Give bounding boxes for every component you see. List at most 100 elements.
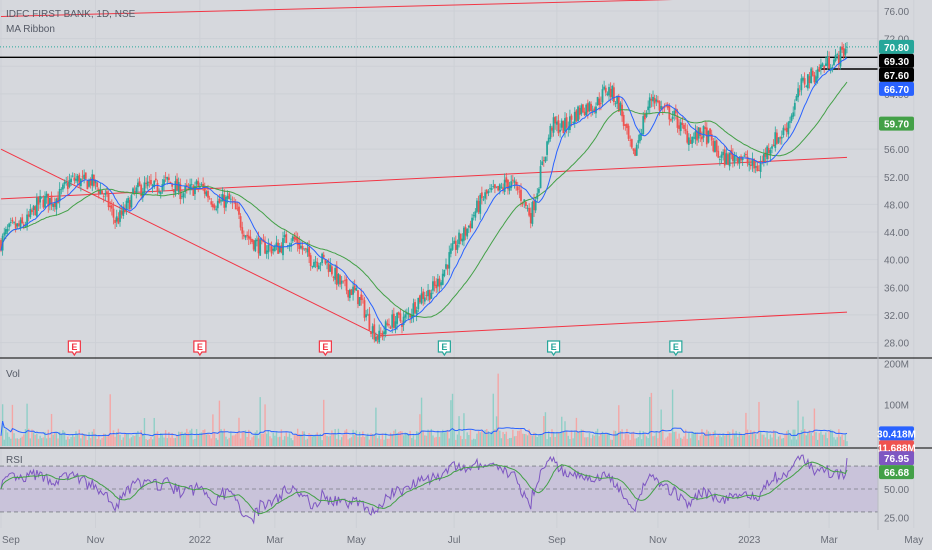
volume-bar — [104, 433, 107, 446]
volume-bar — [67, 436, 69, 446]
volume-bar — [600, 433, 602, 446]
candle-body — [8, 223, 11, 228]
volume-bar — [704, 432, 706, 446]
candle-body — [376, 335, 379, 340]
earnings-marker-negative[interactable]: E — [67, 340, 81, 357]
volume-bar — [19, 437, 22, 446]
ma-ribbon — [0, 57, 848, 332]
candle-body — [29, 209, 32, 218]
volume-bar — [94, 433, 97, 446]
candle-body — [347, 290, 350, 298]
candle-body — [433, 281, 436, 286]
candle-body — [652, 96, 654, 102]
trend-line-falling-line[interactable] — [0, 148, 380, 337]
candle-body — [122, 206, 125, 216]
volume-bar — [80, 438, 82, 446]
volume-bar — [68, 439, 71, 446]
candle-body — [767, 148, 770, 154]
volume-bar — [433, 437, 436, 446]
earnings-badge[interactable] — [193, 340, 207, 357]
candle-body — [655, 99, 658, 102]
symbol-title[interactable]: IDFC FIRST BANK, 1D, NSE — [6, 9, 136, 20]
volume-bar — [13, 433, 15, 446]
volume-bar — [70, 436, 72, 446]
candle-body — [551, 127, 553, 131]
volume-bar — [445, 430, 447, 446]
candle-body — [229, 198, 232, 200]
volume-bar — [99, 439, 102, 446]
candle-body — [518, 191, 521, 193]
candle-body — [0, 240, 2, 251]
earnings-badge[interactable] — [67, 340, 81, 357]
volume-bar — [787, 429, 790, 446]
candle-body — [65, 181, 68, 183]
volume-bar — [125, 433, 128, 446]
volume-bar — [60, 433, 63, 446]
candle-body — [35, 197, 38, 217]
candle-body — [220, 200, 222, 202]
volume-bar — [360, 437, 362, 446]
time-scale[interactable]: Sep Nov 2022 Mar May Jul Sep Nov 2023 Mar May — [2, 535, 923, 546]
candle-body — [267, 244, 270, 253]
candle-body — [303, 248, 306, 250]
volume-bar — [543, 416, 545, 446]
volume-bar — [461, 439, 464, 446]
candle-body — [334, 268, 337, 280]
candle-body — [37, 197, 40, 205]
candle-body — [435, 284, 438, 289]
volume-bar — [668, 433, 671, 446]
candle-body — [399, 313, 402, 322]
earnings-badge[interactable] — [318, 340, 332, 357]
candle-body — [787, 122, 790, 135]
earnings-marker-negative[interactable]: E — [318, 340, 332, 357]
trend-lines[interactable] — [0, 0, 878, 337]
indicator-label[interactable]: MA Ribbon — [6, 24, 55, 35]
volume-bar — [148, 438, 151, 446]
volume-bar — [430, 428, 433, 446]
earnings-marker-positive[interactable]: E — [669, 340, 683, 357]
earnings-marker-negative[interactable]: E — [193, 340, 207, 357]
volume-bar — [174, 437, 177, 446]
trend-line-channel-top[interactable] — [0, 0, 847, 18]
earnings-marker-positive[interactable]: E — [437, 340, 451, 357]
volume-bar — [702, 435, 705, 446]
volume-bar — [473, 438, 475, 446]
volume-bar — [243, 431, 245, 446]
candle-body — [513, 180, 516, 183]
volume-bar — [88, 432, 90, 446]
volume-bar — [696, 433, 698, 446]
volume-bar — [836, 437, 838, 446]
candle-body — [280, 245, 283, 253]
volume-bar — [792, 429, 794, 446]
candle-body — [635, 144, 638, 156]
candle-body — [611, 85, 614, 98]
volume-bar — [621, 429, 623, 446]
trend-line-base-line[interactable] — [379, 311, 848, 337]
volume-bar — [18, 439, 20, 446]
earnings-letter: E — [551, 342, 557, 352]
candle-body — [573, 112, 576, 123]
rsi-label[interactable]: RSI — [6, 455, 23, 466]
earnings-badge[interactable] — [437, 340, 451, 357]
volume-bar — [218, 400, 221, 446]
volume-bar — [261, 433, 263, 446]
candle-body — [104, 193, 107, 195]
candle-body — [159, 191, 162, 195]
candle-body — [648, 97, 651, 109]
candle-body — [345, 279, 348, 291]
earnings-badge[interactable] — [546, 340, 561, 357]
candle-body — [420, 293, 423, 304]
volume-bar — [781, 438, 783, 446]
earnings-marker-positive[interactable]: E — [546, 340, 561, 357]
candle-body — [154, 178, 157, 181]
volume-label[interactable]: Vol — [6, 369, 20, 380]
volume-bar — [177, 431, 180, 446]
volume-bar — [435, 436, 437, 446]
earnings-badge[interactable] — [669, 340, 683, 357]
candle-body — [731, 154, 734, 161]
hline-upper-badge-text: 69.30 — [884, 57, 909, 68]
candle-body — [766, 146, 769, 160]
candle-body — [212, 203, 214, 208]
